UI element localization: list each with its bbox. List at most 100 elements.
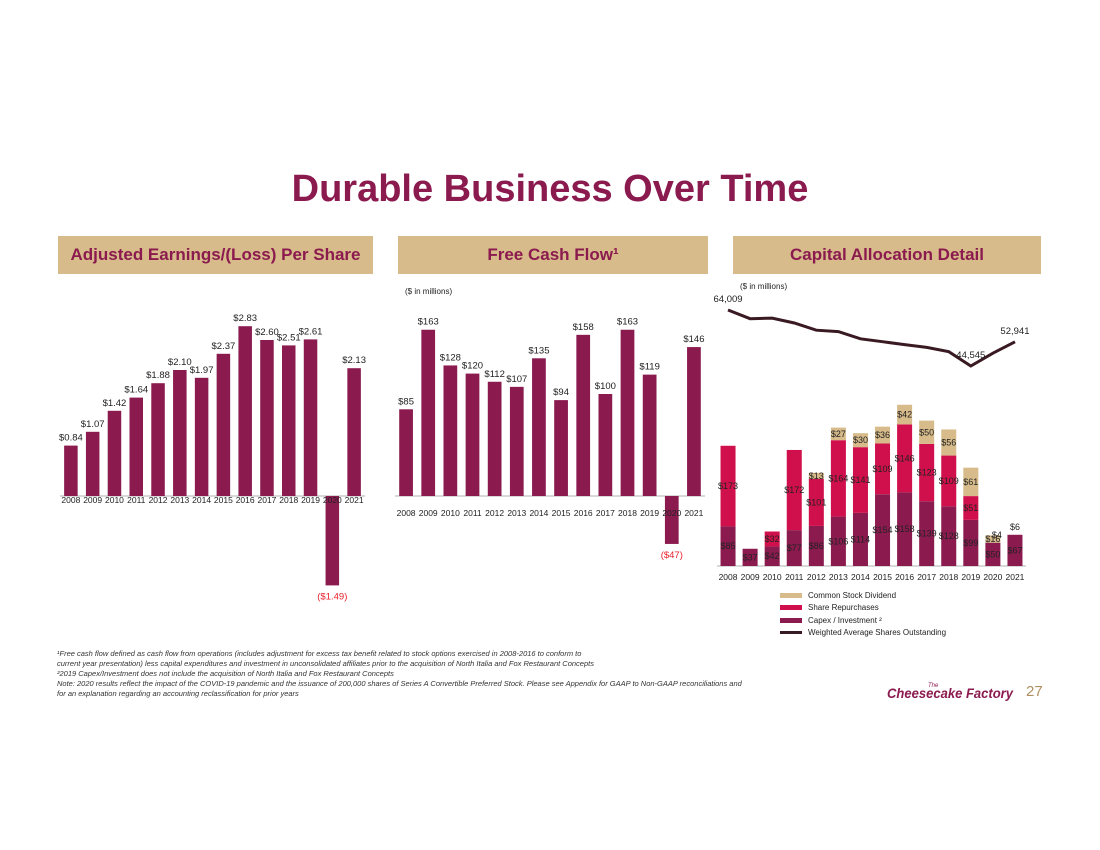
fcf-header: Free Cash Flow¹ (398, 236, 708, 274)
fcf-x-tick-label: 2017 (596, 508, 615, 518)
legend-label: Weighted Average Shares Outstanding (808, 628, 947, 638)
fcf-x-tick-label: 2013 (507, 508, 526, 518)
eps-x-tick-label: 2013 (170, 495, 189, 505)
cap-stack-segment (897, 492, 913, 566)
page-title: Durable Business Over Time (291, 168, 809, 210)
capital-header: Capital Allocation Detail (733, 236, 1041, 274)
cap-data-label: $37 (743, 552, 758, 562)
eps-x-tick-label: 2011 (127, 495, 146, 505)
fcf-bar (532, 358, 546, 496)
cap-x-tick-label: 2010 (763, 572, 782, 582)
cap-stack-segment (919, 501, 935, 566)
legend-label: Common Stock Dividend (808, 590, 897, 600)
eps-data-label: $1.42 (103, 398, 127, 409)
cap-data-label: $16 (985, 534, 1000, 544)
cap-stack-segment (919, 420, 935, 444)
fcf-data-label: $128 (440, 352, 461, 363)
eps-x-tick-label: 2010 (105, 495, 124, 505)
fcf-x-tick-label: 2021 (684, 508, 703, 518)
footnote-line: for an explanation regarding an accounti… (57, 689, 299, 698)
footnote-line: current year presentation) less capital … (57, 659, 594, 668)
cap-x-tick-label: 2014 (851, 572, 870, 582)
cap-stack-segment (830, 427, 846, 441)
eps-data-label: $2.10 (168, 357, 192, 368)
cap-stack-segment (875, 494, 891, 566)
legend-swatch (780, 592, 802, 598)
eps-data-label: $2.60 (255, 327, 279, 338)
cap-line-label: 52,941 (1000, 326, 1029, 337)
fcf-bar (421, 329, 436, 496)
cap-data-label: $27 (831, 429, 846, 439)
cap-data-label: $139 (917, 529, 937, 539)
cap-data-label: $42 (765, 551, 780, 561)
logo-text: Cheesecake Factory (887, 685, 1014, 701)
cap-x-tick-label: 2019 (961, 572, 980, 582)
fcf-data-label: ($47) (661, 550, 683, 561)
cap-x-tick-label: 2008 (719, 572, 738, 582)
cap-data-label: $99 (963, 538, 978, 548)
footnote-line: Note: 2020 results reflect the impact of… (57, 679, 742, 688)
eps-x-tick-label: 2012 (149, 495, 168, 505)
cap-stack-segment (897, 424, 913, 493)
fcf-unit-label: ($ in millions) (405, 287, 453, 296)
cap-data-label: $32 (765, 534, 780, 544)
cap-stack-segment (786, 530, 802, 566)
eps-data-label: $2.83 (233, 313, 257, 324)
fcf-bar (465, 373, 480, 496)
eps-bar (216, 353, 231, 496)
cap-data-label: $4 (992, 530, 1002, 540)
cap-data-label: $36 (875, 430, 890, 440)
cap-stack-segment (963, 467, 979, 497)
cap-data-label: $30 (853, 435, 868, 445)
cap-stack-segment (786, 449, 802, 531)
cap-x-tick-label: 2018 (939, 572, 958, 582)
cap-stack-segment (808, 472, 824, 479)
fcf-x-tick-label: 2018 (618, 508, 637, 518)
eps-x-tick-label: 2017 (258, 495, 277, 505)
cap-data-label: $42 (897, 410, 912, 420)
cap-data-label: $172 (784, 485, 804, 495)
cap-stack-segment (963, 496, 979, 520)
fcf-bar (443, 365, 458, 496)
cap-data-label: $50 (985, 549, 1000, 559)
fcf-data-label: $146 (683, 334, 704, 345)
footnote-line: ²2019 Capex/Investment does not include … (57, 669, 394, 678)
eps-data-label: $1.88 (146, 370, 170, 381)
eps-bar (303, 339, 318, 496)
fcf-x-tick-label: 2019 (640, 508, 659, 518)
cap-x-tick-label: 2021 (1006, 572, 1025, 582)
fcf-bar (620, 329, 635, 496)
cap-x-tick-label: 2016 (895, 572, 914, 582)
eps-x-tick-label: 2008 (61, 495, 80, 505)
fcf-data-label: $100 (595, 381, 616, 392)
cap-x-tick-label: 2015 (873, 572, 892, 582)
cap-data-label: $146 (895, 453, 915, 463)
legend: Common Stock Dividend Share Repurchases … (780, 589, 946, 639)
cap-data-label: $114 (851, 534, 870, 544)
cap-stack-segment (875, 443, 891, 495)
fcf-x-tick-label: 2020 (662, 508, 681, 518)
fcf-data-label: $158 (573, 322, 594, 333)
cap-stack-segment (720, 445, 736, 527)
cap-data-label: $141 (850, 475, 870, 485)
eps-x-tick-label: 2019 (301, 495, 320, 505)
cap-data-label: $13 (809, 471, 824, 481)
cap-stack-segment (830, 516, 846, 566)
cap-data-label: $164 (828, 473, 848, 483)
cap-data-label: $51 (963, 503, 978, 513)
fcf-data-label: $163 (617, 317, 638, 328)
eps-x-tick-label: 2021 (345, 495, 364, 505)
logo-small-text: The (928, 683, 939, 689)
eps-header: Adjusted Earnings/(Loss) Per Share (58, 236, 373, 274)
eps-bar (194, 377, 209, 496)
cap-x-tick-label: 2011 (785, 572, 804, 582)
eps-data-label: $2.61 (299, 326, 323, 337)
eps-bar (173, 370, 187, 496)
page-number: 27 (1026, 683, 1043, 700)
cap-data-label: $56 (941, 438, 956, 448)
fcf-x-tick-label: 2012 (485, 508, 504, 518)
eps-data-label: $0.84 (59, 433, 83, 444)
eps-bar (325, 496, 340, 586)
fcf-x-tick-label: 2016 (574, 508, 593, 518)
legend-item-dividend: Common Stock Dividend (780, 589, 946, 602)
